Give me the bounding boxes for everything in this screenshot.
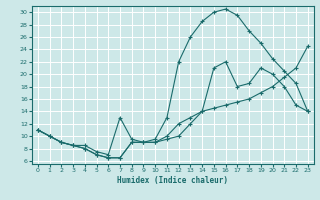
X-axis label: Humidex (Indice chaleur): Humidex (Indice chaleur) xyxy=(117,176,228,185)
